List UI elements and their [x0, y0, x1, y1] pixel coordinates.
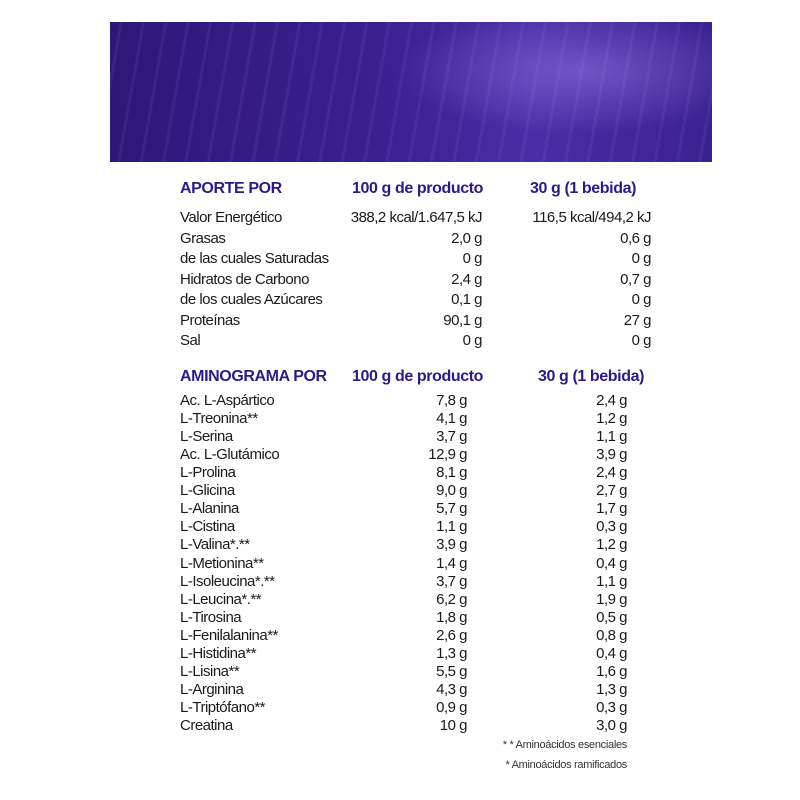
- row-label: L-Prolina: [180, 464, 236, 482]
- value-per-serving: 1,2 g: [596, 410, 627, 428]
- row-label: de los cuales Azúcares: [180, 291, 323, 308]
- value-per-100g: 8,1 g: [436, 464, 467, 482]
- value-per-serving: 1,3 g: [596, 680, 627, 698]
- value-per-serving: 0,3 g: [596, 518, 627, 536]
- row-label: L-Cistina: [180, 518, 235, 536]
- value-per-100g: 0 g: [462, 250, 483, 267]
- row-label: L-Arginina: [180, 680, 244, 698]
- row-label: Proteínas: [180, 311, 240, 329]
- value-per-100g: 1,8 g: [436, 608, 467, 626]
- value-per-100g: 5,5 g: [436, 662, 467, 680]
- row-label: L-Fenilalanina**: [180, 626, 278, 644]
- value-per-serving: 1,6 g: [596, 662, 627, 680]
- value-per-100g: 10 g: [439, 717, 468, 735]
- footnote-branched: * Aminoácidos ramificados: [505, 759, 627, 771]
- value-per-100g: 0,1 g: [451, 291, 482, 308]
- value-per-serving: 0,5 g: [596, 608, 627, 626]
- row-label: Ac. L-Glutámico: [180, 446, 280, 464]
- value-per-serving: 0,3 g: [596, 699, 627, 717]
- row-label: L-Lisina**: [180, 662, 240, 680]
- value-per-100g: 90,1 g: [443, 311, 482, 329]
- value-per-serving: 0,4 g: [596, 644, 627, 662]
- value-per-100g: 1,1 g: [436, 518, 467, 536]
- value-per-serving: 2,7 g: [596, 482, 627, 500]
- row-label: Hidratos de Carbono: [180, 270, 309, 288]
- value-per-100g: 1,3 g: [436, 644, 467, 662]
- value-per-serving: 2,4 g: [596, 392, 627, 409]
- value-per-100g: 4,3 g: [436, 680, 467, 698]
- value-per-100g: 6,2 g: [436, 590, 467, 608]
- aminograma-header-col1: 100 g de producto: [352, 368, 483, 385]
- row-label: L-Serina: [180, 428, 233, 446]
- value-per-serving: 1,1 g: [596, 428, 627, 446]
- row-label: L-Leucina*.**: [180, 590, 262, 608]
- aminograma-header-col2: 30 g (1 bebida): [538, 368, 645, 385]
- value-per-100g: 2,0 g: [451, 229, 482, 247]
- row-label: L-Glicina: [180, 482, 235, 500]
- value-per-serving: 1,1 g: [596, 572, 627, 590]
- value-per-serving: 1,7 g: [596, 500, 627, 518]
- value-per-100g: 3,7 g: [436, 572, 467, 590]
- value-per-serving: 2,4 g: [596, 464, 627, 482]
- value-per-serving: 0,6 g: [620, 229, 651, 247]
- value-per-100g: 0 g: [462, 332, 483, 349]
- value-per-100g: 2,6 g: [436, 626, 467, 644]
- value-per-serving: 3,0 g: [596, 717, 627, 735]
- value-per-100g: 1,4 g: [436, 554, 467, 572]
- value-per-serving: 1,9 g: [596, 590, 627, 608]
- value-per-100g: 3,9 g: [436, 536, 467, 554]
- row-label: L-Triptófano**: [180, 699, 266, 717]
- value-per-serving: 0 g: [631, 250, 652, 267]
- aporte-header-label: APORTE POR: [180, 180, 282, 197]
- aminograma-header-label: AMINOGRAMA POR: [180, 368, 327, 385]
- row-label: Grasas: [180, 229, 226, 247]
- value-per-100g: 7,8 g: [436, 392, 467, 409]
- value-per-serving: 0,7 g: [620, 270, 651, 288]
- row-label: de las cuales Saturadas: [180, 250, 329, 267]
- value-per-100g: 9,0 g: [436, 482, 467, 500]
- row-label: Sal: [180, 332, 201, 349]
- value-per-serving: 27 g: [623, 311, 652, 329]
- row-label: Creatina: [180, 717, 233, 735]
- value-per-serving: 1,2 g: [596, 536, 627, 554]
- row-label: Ac. L-Aspártico: [180, 392, 275, 409]
- row-label: L-Tirosina: [180, 608, 242, 626]
- row-label: L-Treonina**: [180, 410, 258, 428]
- value-per-100g: 388,2 kcal/1.647,5 kJ: [350, 209, 483, 226]
- value-per-100g: 3,7 g: [436, 428, 467, 446]
- value-per-100g: 4,1 g: [436, 410, 467, 428]
- value-per-serving: 0 g: [631, 291, 652, 308]
- row-label: L-Metionina**: [180, 554, 264, 572]
- value-per-serving: 0,8 g: [596, 626, 627, 644]
- product-banner: [110, 22, 712, 162]
- value-per-serving: 116,5 kcal/494,2 kJ: [532, 209, 651, 226]
- value-per-100g: 0,9 g: [436, 699, 467, 717]
- row-label: L-Isoleucina*.**: [180, 572, 275, 590]
- value-per-100g: 2,4 g: [451, 270, 482, 288]
- aporte-header-col2: 30 g (1 bebida): [530, 180, 637, 197]
- footnote-essential: * * Aminoácidos esenciales: [502, 739, 628, 751]
- value-per-100g: 12,9 g: [428, 446, 467, 464]
- row-label: L-Histidina**: [180, 644, 257, 662]
- value-per-serving: 3,9 g: [596, 446, 627, 464]
- value-per-serving: 0 g: [631, 332, 652, 349]
- value-per-100g: 5,7 g: [436, 500, 467, 518]
- row-label: L-Valina*.**: [180, 536, 250, 554]
- aporte-header-col1: 100 g de producto: [352, 180, 483, 197]
- value-per-serving: 0,4 g: [596, 554, 627, 572]
- row-label: Valor Energético: [180, 209, 282, 226]
- row-label: L-Alanina: [180, 500, 239, 518]
